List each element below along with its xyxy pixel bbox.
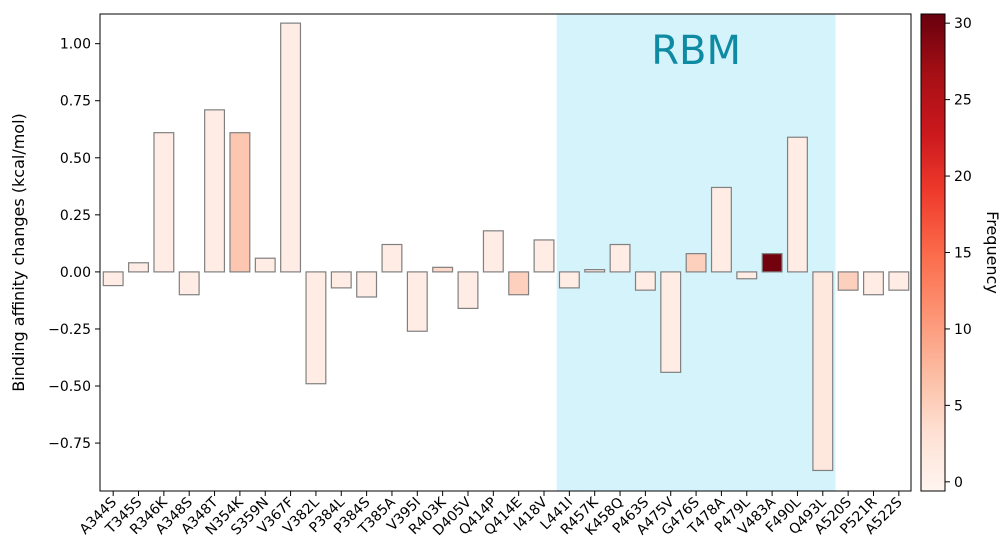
bar bbox=[558, 271, 580, 289]
y-tick-label: 0.75 bbox=[60, 94, 91, 110]
bar bbox=[533, 239, 555, 273]
bar bbox=[685, 253, 707, 273]
colorbar-tick-label: 20 bbox=[954, 169, 972, 185]
bar bbox=[634, 271, 656, 291]
bar bbox=[786, 136, 808, 273]
bar bbox=[482, 230, 504, 273]
bar bbox=[178, 271, 200, 296]
bar bbox=[710, 186, 732, 273]
x-axis: A344ST345SR346KA348SA348TN354KS359NV367F… bbox=[77, 491, 906, 539]
colorbar-tick-label: 30 bbox=[954, 16, 972, 32]
bar bbox=[102, 271, 124, 287]
bar bbox=[862, 271, 884, 296]
y-tick-label: 1.00 bbox=[60, 37, 91, 53]
bar bbox=[736, 271, 758, 280]
bar bbox=[812, 271, 834, 472]
bar bbox=[432, 266, 454, 273]
colorbar-tick-label: 10 bbox=[954, 322, 972, 338]
bar bbox=[280, 22, 302, 273]
y-axis: −0.75 −0.50 −0.25 0.00 0.25 0.50 0.75 1.00 bbox=[48, 37, 100, 452]
y-tick-label: 0.50 bbox=[60, 151, 91, 167]
y-axis-label: Binding affinity changes (kcal/mol) bbox=[9, 113, 28, 392]
colorbar-label: Frequency bbox=[983, 211, 1002, 294]
colorbar-gradient bbox=[920, 13, 946, 492]
y-tick-label: −0.50 bbox=[48, 379, 91, 395]
bar bbox=[508, 271, 530, 296]
bar bbox=[381, 243, 403, 273]
bar bbox=[406, 271, 428, 332]
plot-area: RBM −0.75−0.50−0.250.000.250.500.751.00 … bbox=[9, 13, 912, 539]
colorbar-ticks: 0 5 10 15 20 25 30 bbox=[945, 16, 972, 491]
bar bbox=[660, 271, 682, 373]
colorbar-tick-label: 0 bbox=[954, 475, 963, 491]
bar bbox=[204, 109, 226, 273]
colorbar: 0 5 10 15 20 25 30 Frequency bbox=[920, 13, 1002, 492]
y-tick-label: −0.75 bbox=[48, 436, 91, 452]
rbm-label: RBM bbox=[651, 28, 741, 74]
bar bbox=[457, 271, 479, 310]
bar bbox=[609, 243, 631, 273]
bar bbox=[153, 132, 175, 273]
bars bbox=[102, 22, 910, 472]
y-tick-label: 0.00 bbox=[60, 265, 91, 281]
plot-frame bbox=[99, 13, 912, 492]
bar bbox=[888, 271, 910, 291]
colorbar-tick-label: 15 bbox=[954, 246, 972, 262]
y-tick-label: 0.25 bbox=[60, 208, 91, 224]
bar bbox=[584, 269, 606, 273]
bar bbox=[305, 271, 327, 385]
bar bbox=[761, 253, 783, 273]
colorbar-tick-label: 25 bbox=[954, 93, 972, 109]
bar bbox=[254, 257, 276, 273]
bar bbox=[229, 132, 251, 273]
bar bbox=[837, 271, 859, 291]
colorbar-tick-label: 5 bbox=[954, 398, 963, 414]
y-tick-label: −0.25 bbox=[48, 322, 91, 338]
bar bbox=[330, 271, 352, 289]
bar bbox=[128, 262, 150, 273]
bar bbox=[356, 271, 378, 298]
